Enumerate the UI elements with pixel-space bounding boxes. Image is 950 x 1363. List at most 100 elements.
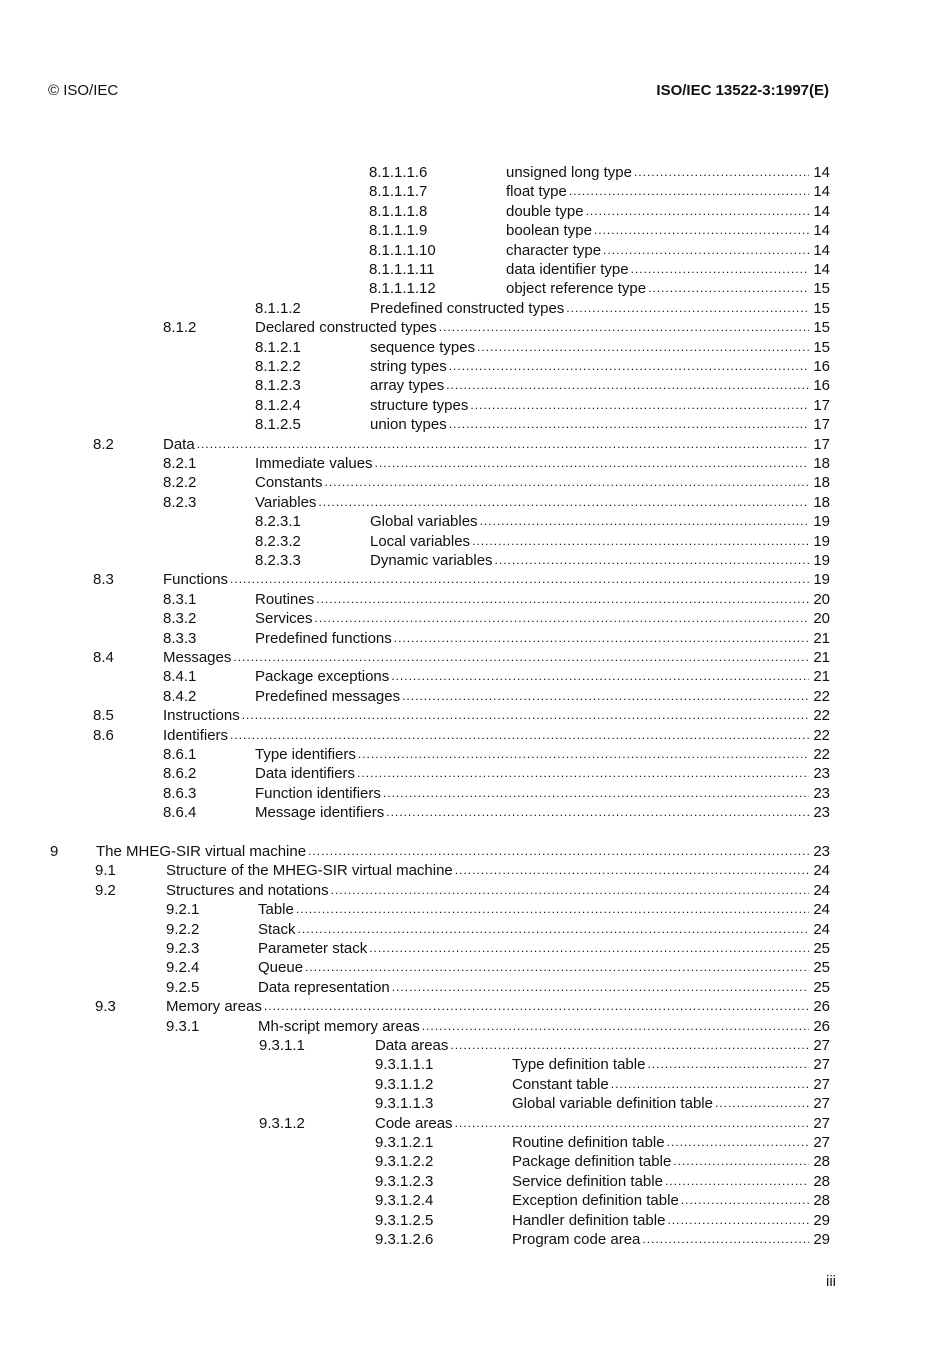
toc-entry[interactable]: 9.3 Memory areas.........................… — [0, 997, 830, 1017]
toc-entry[interactable]: 8.4 Messages.............................… — [0, 648, 830, 667]
toc-entry-title[interactable]: Local variables — [370, 531, 473, 551]
toc-entry-title[interactable]: Messages — [163, 648, 234, 667]
toc-entry[interactable]: 8.1.1.1.9 boolean type...................… — [0, 221, 830, 241]
toc-entry[interactable]: 8.3.3 Predefined functions...............… — [0, 628, 830, 648]
toc-entry[interactable]: 9.3.1.2 Code areas.......................… — [0, 1113, 830, 1133]
toc-entry[interactable]: 9.3.1.2.2 Package definition table.......… — [0, 1152, 830, 1172]
toc-entry-title[interactable]: string types — [370, 357, 449, 376]
toc-entry[interactable]: 8.6.1 Type identifiers...................… — [0, 745, 830, 764]
toc-entry[interactable]: 8.2.3.3 Dynamic variables................… — [0, 551, 830, 570]
toc-entry-title[interactable]: Dynamic variables — [370, 551, 495, 570]
toc-entry-title[interactable]: Constants — [255, 473, 325, 493]
toc-entry-title[interactable]: double type — [506, 201, 586, 221]
toc-entry[interactable]: 9.3.1.2.3 Service definition table.......… — [0, 1171, 830, 1191]
toc-entry-title[interactable]: Mh-script memory areas — [258, 1016, 422, 1036]
toc-entry[interactable]: 8.1.1.1.6 unsigned long type.............… — [0, 163, 830, 182]
toc-entry-title[interactable]: Service definition table — [512, 1171, 665, 1191]
toc-entry[interactable]: 8.4.2 Predefined messages................… — [0, 686, 830, 706]
toc-entry-title[interactable]: sequence types — [370, 337, 478, 357]
toc-entry[interactable]: 9.2.1 Table..............................… — [0, 900, 830, 920]
toc-entry-title[interactable]: Parameter stack — [258, 939, 370, 958]
toc-entry-title[interactable]: Table — [258, 900, 296, 920]
toc-entry-title[interactable]: Structure of the MHEG-SIR virtual machin… — [166, 861, 455, 881]
toc-entry[interactable]: 8.3.2 Services...........................… — [0, 609, 830, 629]
toc-entry[interactable]: 9.3.1.2.5 Handler definition table.......… — [0, 1210, 830, 1230]
toc-entry-title[interactable]: float type — [506, 182, 569, 202]
toc-entry[interactable]: 8.1.2 Declared constructed types.........… — [0, 318, 830, 338]
toc-entry-title[interactable]: Queue — [258, 958, 306, 978]
toc-entry[interactable]: 9.1 Structure of the MHEG-SIR virtual mac… — [0, 861, 830, 881]
toc-entry-title[interactable]: Data identifiers — [255, 764, 358, 784]
toc-entry-title[interactable]: Instructions — [163, 706, 242, 726]
toc-entry-title[interactable]: Exception definition table — [512, 1191, 681, 1211]
toc-entry-title[interactable]: array types — [370, 376, 447, 396]
toc-entry[interactable]: 9.2 Structures and notations.............… — [0, 880, 830, 900]
toc-entry-title[interactable]: Predefined functions — [255, 628, 394, 648]
toc-entry-title[interactable]: Package exceptions — [255, 667, 392, 687]
toc-entry-title[interactable]: Variables — [255, 492, 319, 512]
toc-entry[interactable]: 8.3 Functions............................… — [0, 570, 830, 590]
toc-entry-title[interactable]: Global variable definition table — [512, 1094, 715, 1114]
toc-entry-title[interactable]: Immediate values — [255, 454, 375, 473]
toc-entry[interactable]: 8.6.4 Message identifiers................… — [0, 803, 830, 823]
toc-entry[interactable]: 8.2 Data.................................… — [0, 434, 830, 454]
toc-entry[interactable]: 8.1.2.1 sequence types...................… — [0, 337, 830, 357]
toc-entry-title[interactable]: Functions — [163, 570, 231, 590]
toc-entry-title[interactable]: data identifier type — [506, 260, 631, 279]
toc-entry[interactable]: 9.3.1.2.6 Program code area..............… — [0, 1230, 830, 1249]
toc-entry-title[interactable]: Memory areas — [166, 997, 264, 1017]
toc-entry-title[interactable]: boolean type — [506, 221, 594, 241]
toc-entry-title[interactable]: Data representation — [258, 977, 392, 997]
toc-entry[interactable]: 9.3.1.1.1 Type definition table..........… — [0, 1055, 830, 1075]
toc-entry[interactable]: 8.6.2 Data identifiers...................… — [0, 764, 830, 784]
toc-entry-title[interactable]: Type identifiers — [255, 745, 358, 764]
toc-entry-title[interactable]: Data areas — [375, 1036, 451, 1055]
toc-entry[interactable]: 8.1.1.1.10 character type................… — [0, 240, 830, 260]
toc-entry[interactable]: 8.2.2 Constants..........................… — [0, 473, 830, 493]
toc-entry-title[interactable]: Stack — [258, 919, 298, 939]
toc-entry[interactable]: 8.1.2.4 structure types..................… — [0, 395, 830, 415]
toc-entry[interactable]: 9 The MHEG-SIR virtual machine...........… — [0, 842, 830, 861]
toc-entry[interactable]: 8.1.1.1.11 data identifier type..........… — [0, 260, 830, 279]
toc-entry-title[interactable]: Package definition table — [512, 1152, 674, 1172]
toc-entry-title[interactable]: Predefined constructed types — [370, 298, 567, 318]
toc-entry[interactable]: 8.1.2.2 string types.....................… — [0, 357, 830, 376]
toc-entry[interactable]: 9.2.2 Stack..............................… — [0, 919, 830, 939]
toc-entry-title[interactable]: Handler definition table — [512, 1210, 668, 1230]
toc-entry[interactable]: 8.2.3.1 Global variables.................… — [0, 512, 830, 532]
toc-entry[interactable]: 9.3.1.1.2 Constant table.................… — [0, 1074, 830, 1094]
toc-entry[interactable]: 9.2.3 Parameter stack....................… — [0, 939, 830, 958]
toc-entry-title[interactable]: Structures and notations — [166, 880, 331, 900]
toc-entry[interactable]: 9.3.1.2.4 Exception definition table.....… — [0, 1191, 830, 1211]
toc-entry[interactable]: 9.3.1 Mh-script memory areas.............… — [0, 1016, 830, 1036]
toc-entry-title[interactable]: Declared constructed types — [255, 318, 439, 338]
toc-entry[interactable]: 8.1.2.5 union types......................… — [0, 415, 830, 435]
toc-entry[interactable]: 8.2.3.2 Local variables..................… — [0, 531, 830, 551]
toc-entry[interactable]: 8.1.1.2 Predefined constructed types.....… — [0, 298, 830, 318]
toc-entry-title[interactable]: Routines — [255, 589, 317, 609]
toc-entry[interactable]: 8.1.1.1.8 double type....................… — [0, 201, 830, 221]
toc-entry-title[interactable]: object reference type — [506, 279, 649, 299]
toc-entry[interactable]: 8.6.3 Function identifiers...............… — [0, 783, 830, 803]
toc-entry-title[interactable]: Type definition table — [512, 1055, 648, 1075]
toc-entry-title[interactable]: Predefined messages — [255, 686, 403, 706]
toc-entry-title[interactable]: The MHEG-SIR virtual machine — [96, 842, 309, 861]
toc-entry-title[interactable]: Code areas — [375, 1113, 455, 1133]
toc-entry[interactable]: 9.2.5 Data representation................… — [0, 977, 830, 997]
toc-entry[interactable]: 9.3.1.1.3 Global variable definition tabl… — [0, 1094, 830, 1114]
toc-entry[interactable]: 8.4.1 Package exceptions.................… — [0, 667, 830, 687]
toc-entry[interactable]: 8.1.1.1.7 float type.....................… — [0, 182, 830, 202]
toc-entry-title[interactable]: character type — [506, 240, 604, 260]
toc-entry[interactable]: 9.3.1.1 Data areas.......................… — [0, 1036, 830, 1055]
toc-entry[interactable]: 8.2.1 Immediate values...................… — [0, 454, 830, 473]
toc-entry-title[interactable]: Identifiers — [163, 725, 231, 745]
toc-entry[interactable]: 8.2.3 Variables..........................… — [0, 492, 830, 512]
toc-entry[interactable]: 8.3.1 Routines...........................… — [0, 589, 830, 609]
toc-entry-title[interactable]: Data — [163, 434, 197, 454]
toc-entry[interactable]: 8.6 Identifiers..........................… — [0, 725, 830, 745]
toc-entry[interactable]: 9.2.4 Queue..............................… — [0, 958, 830, 978]
toc-entry-title[interactable]: Routine definition table — [512, 1133, 667, 1152]
toc-entry-title[interactable]: Function identifiers — [255, 783, 383, 803]
toc-entry-title[interactable]: Program code area — [512, 1230, 643, 1249]
toc-entry-title[interactable]: Global variables — [370, 512, 480, 532]
